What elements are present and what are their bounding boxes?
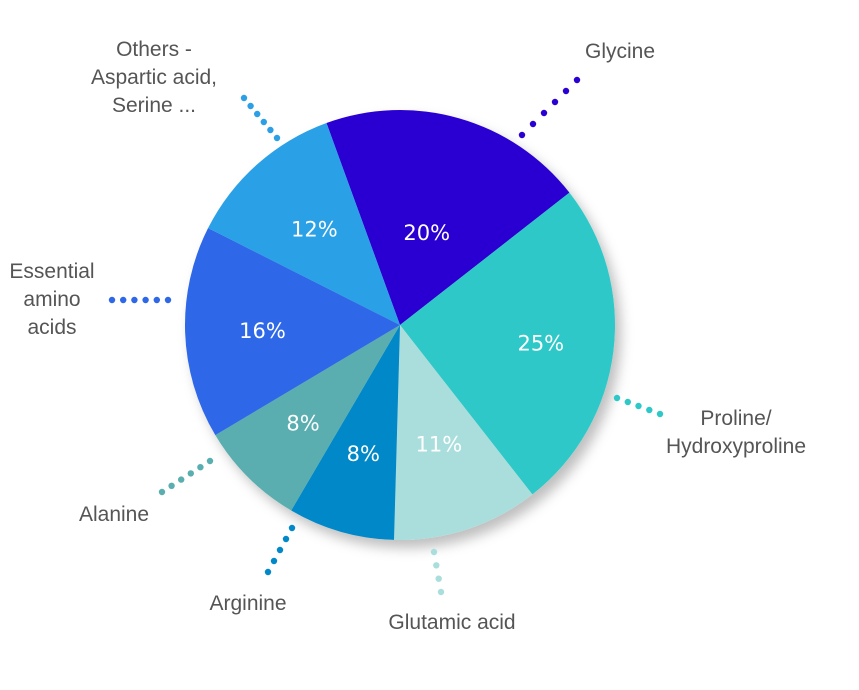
leader-dot-4-2 — [187, 470, 194, 477]
category-label-6: Others - Aspartic acid, Serine ... — [91, 38, 217, 117]
category-label-line: Glutamic acid — [388, 611, 515, 634]
leader-dot-3-4 — [264, 568, 272, 576]
slice-percent-label-6: 12% — [291, 218, 338, 242]
leader-dot-6-2 — [254, 110, 261, 118]
leader-dot-4-0 — [206, 457, 214, 465]
leader-dot-0-4 — [529, 120, 537, 128]
leader-dot-4-5 — [158, 488, 166, 496]
category-label-line: amino — [23, 288, 80, 311]
leader-dot-6-0 — [240, 94, 248, 102]
leader-dot-3-1 — [282, 535, 290, 543]
category-labels: Glycine Proline/Hydroxyproline Glutamic ac… — [9, 38, 806, 634]
leader-dot-5-2 — [142, 296, 149, 304]
leader-dot-3-3 — [270, 557, 278, 565]
category-label-line: Hydroxyproline — [666, 435, 806, 458]
leader-dot-6-5 — [273, 134, 281, 142]
category-label-line: Others - — [116, 38, 192, 61]
slice-percent-label-3: 8% — [347, 442, 380, 466]
leader-dot-1-4 — [656, 410, 664, 418]
leader-dot-0-5 — [518, 131, 526, 139]
pie-slice-0 — [326, 110, 570, 325]
pie-slice-2 — [394, 325, 533, 541]
category-label-line: Alanine — [79, 503, 149, 526]
category-label-5: Essential amino acids — [9, 260, 94, 339]
leader-dot-0-3 — [540, 109, 548, 117]
leader-dot-2-2 — [435, 575, 442, 582]
leader-dot-5-5 — [108, 296, 116, 304]
leader-dot-5-0 — [164, 296, 172, 304]
slice-percent-label-4: 8% — [286, 412, 319, 436]
percent-labels: 20% 25% 11% 8% 8% 16% 12% — [239, 218, 564, 467]
category-label-4: Alanine — [79, 503, 149, 526]
leader-dot-6-1 — [247, 102, 254, 110]
leader-dot-4-1 — [197, 464, 204, 471]
leader-dot-0-1 — [562, 87, 570, 95]
category-label-1: Proline/Hydroxyproline — [666, 407, 806, 458]
leader-dot-3-2 — [276, 546, 284, 554]
leader-dot-1-2 — [635, 402, 642, 410]
category-label-line: Serine ... — [112, 94, 196, 117]
leader-dot-0-2 — [551, 98, 559, 106]
leader-dot-4-3 — [178, 476, 185, 483]
pie-slice-6 — [208, 122, 400, 325]
leader-dot-3-0 — [288, 524, 296, 532]
leader-dot-1-1 — [624, 398, 631, 406]
slice-percent-label-1: 25% — [517, 331, 564, 355]
category-label-line: Arginine — [209, 592, 286, 615]
slice-percent-label-0: 20% — [403, 221, 450, 245]
leader-dot-6-3 — [260, 118, 267, 126]
leader-dot-5-4 — [120, 296, 127, 304]
slice-percent-label-2: 11% — [416, 433, 463, 457]
category-label-line: acids — [27, 316, 76, 339]
leader-dot-5-1 — [153, 296, 160, 304]
leader-dot-4-4 — [168, 482, 175, 489]
category-label-2: Glutamic acid — [388, 611, 515, 634]
leader-dot-5-3 — [131, 296, 138, 304]
leader-dot-2-1 — [433, 562, 440, 569]
category-label-0: Glycine — [585, 40, 655, 63]
category-label-3: Arginine — [209, 592, 286, 615]
pie-slices — [184, 110, 615, 541]
leader-dots — [108, 76, 664, 596]
leader-dot-2-3 — [437, 588, 445, 596]
pie-slice-1 — [400, 192, 615, 495]
pie-slice-4 — [215, 325, 400, 511]
leader-dot-1-3 — [646, 406, 653, 414]
category-label-line: Aspartic acid, — [91, 66, 217, 89]
slice-percent-label-5: 16% — [239, 319, 286, 343]
category-label-line: Glycine — [585, 40, 655, 63]
category-label-line: Proline/ — [700, 407, 771, 430]
category-label-line: Essential — [9, 260, 94, 283]
pie-slice-3 — [291, 325, 400, 540]
leader-dot-1-0 — [613, 394, 621, 402]
pie-slice-5 — [184, 228, 400, 436]
leader-dot-6-4 — [267, 126, 274, 134]
leader-dot-0-0 — [573, 76, 581, 84]
leader-dot-2-0 — [430, 548, 438, 556]
